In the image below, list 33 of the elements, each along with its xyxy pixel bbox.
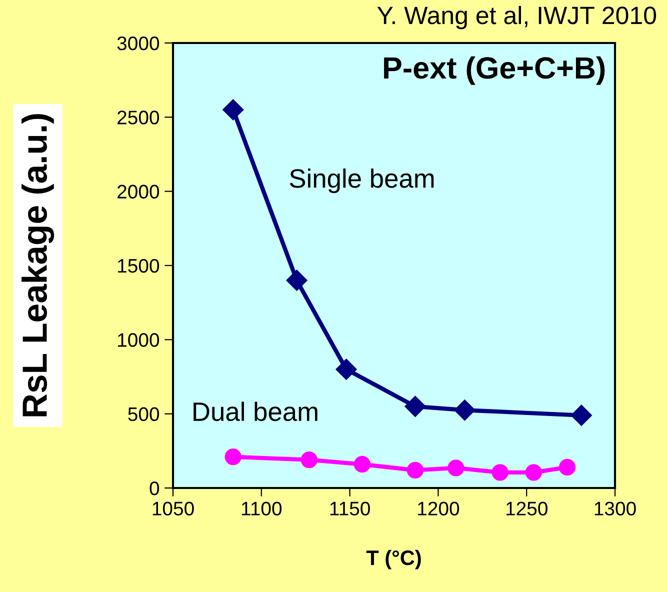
point [492, 464, 508, 481]
point [224, 448, 242, 466]
point [354, 456, 371, 473]
point [404, 396, 426, 417]
y-tick-label: 3000 [117, 36, 160, 50]
point [558, 458, 576, 476]
point [300, 451, 318, 468]
x-tick-label: 1300 [594, 502, 636, 516]
y-tick-label: 0 [150, 481, 160, 496]
x-tick-label: 1200 [418, 502, 460, 516]
x-tick-label: 1100 [242, 502, 282, 516]
x-tick-label: 1250 [506, 502, 548, 516]
y-tick-label: 2000 [118, 184, 160, 199]
y-tick-label: 1000 [118, 333, 160, 347]
x-tick-label: 1050 [152, 502, 194, 516]
point [525, 464, 542, 481]
point [406, 462, 424, 479]
point [222, 99, 244, 120]
y-tick-label: 500 [128, 407, 160, 422]
y-tick-label: 2500 [118, 110, 160, 124]
text: Y. Wang et al, IWJT 2010 [377, 6, 656, 30]
x-tick-label: 1150 [330, 502, 370, 516]
point [454, 400, 476, 421]
point [336, 358, 357, 380]
x-axis-title: T (°C) [366, 550, 421, 570]
point [570, 404, 592, 426]
y-axis-title: RsL Leakage (a.u.) [22, 114, 54, 416]
y-tick-label: 1500 [118, 258, 160, 273]
point [286, 270, 308, 291]
chart-title: P-ext (Ge+C+B) [384, 56, 605, 85]
series-label: Dual beam [194, 402, 318, 422]
point [448, 460, 464, 476]
series-label: Single beam [290, 168, 434, 194]
